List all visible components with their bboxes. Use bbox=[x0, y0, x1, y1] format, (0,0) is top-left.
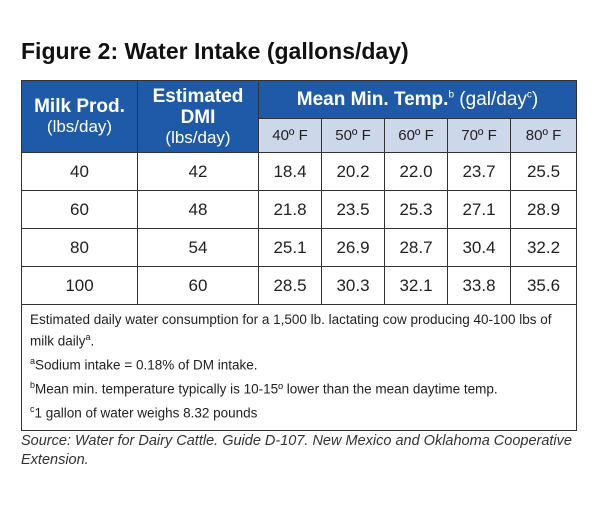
temp-header: 40º F bbox=[258, 118, 322, 153]
table-row: 40 42 18.4 20.2 22.0 23.7 25.5 bbox=[21, 152, 578, 191]
value-cell: 26.9 bbox=[321, 228, 385, 267]
dmi-cell: 54 bbox=[137, 228, 259, 267]
table-row: 100 60 28.5 30.3 32.1 33.8 35.6 bbox=[21, 266, 578, 305]
temp-header: 60º F bbox=[384, 118, 448, 153]
value-cell: 32.2 bbox=[509, 228, 578, 267]
value-cell: 30.3 bbox=[321, 266, 385, 305]
value-cell: 23.7 bbox=[447, 152, 511, 191]
dmi-cell: 48 bbox=[137, 190, 259, 229]
value-cell: 28.7 bbox=[384, 228, 448, 267]
dmi-header: Estimated DMI (lbs/day) bbox=[137, 80, 259, 153]
milk-cell: 60 bbox=[21, 190, 138, 229]
footnote-main: Estimated daily water consumption for a … bbox=[30, 312, 552, 348]
value-cell: 28.9 bbox=[509, 190, 578, 229]
milk-cell: 80 bbox=[21, 228, 138, 267]
dmi-cell: 42 bbox=[137, 152, 259, 191]
milk-cell: 100 bbox=[21, 266, 138, 305]
value-cell: 30.4 bbox=[447, 228, 511, 267]
milk-prod-header: Milk Prod. (lbs/day) bbox=[21, 80, 138, 153]
mean-temp-header: Mean Min. Temp.b (gal/dayc) bbox=[257, 80, 578, 119]
water-intake-table: Milk Prod. (lbs/day) Estimated DMI (lbs/… bbox=[20, 80, 578, 431]
value-cell: 25.5 bbox=[509, 152, 578, 191]
dmi-cell: 60 bbox=[137, 266, 259, 305]
value-cell: 18.4 bbox=[258, 152, 322, 191]
value-cell: 35.6 bbox=[509, 266, 578, 305]
temperature-header-row: 40º F 50º F 60º F 70º F 80º F bbox=[22, 118, 578, 153]
temp-header: 50º F bbox=[321, 118, 385, 153]
footnotes-row: Estimated daily water consumption for a … bbox=[20, 304, 578, 431]
value-cell: 22.0 bbox=[384, 152, 448, 191]
header-row: Milk Prod. (lbs/day) Estimated DMI (lbs/… bbox=[21, 80, 578, 153]
table-row: 80 54 25.1 26.9 28.7 30.4 32.2 bbox=[21, 228, 578, 267]
milk-cell: 40 bbox=[21, 152, 138, 191]
source-citation: Source: Water for Dairy Cattle. Guide D-… bbox=[21, 433, 572, 468]
value-cell: 21.8 bbox=[258, 190, 322, 229]
value-cell: 27.1 bbox=[447, 190, 511, 229]
temp-header: 70º F bbox=[447, 118, 511, 153]
value-cell: 23.5 bbox=[321, 190, 385, 229]
figure-title: Figure 2: Water Intake (gallons/day) bbox=[21, 38, 409, 64]
value-cell: 33.8 bbox=[447, 266, 511, 305]
footnote-c: c1 gallon of water weighs 8.32 pounds bbox=[30, 403, 258, 421]
footnote-a: aSodium intake = 0.18% of DM intake. bbox=[30, 355, 258, 373]
table-row: 60 48 21.8 23.5 25.3 27.1 28.9 bbox=[21, 190, 578, 229]
value-cell: 28.5 bbox=[258, 266, 322, 305]
value-cell: 25.1 bbox=[258, 228, 322, 267]
footnote-b: bMean min. temperature typically is 10-1… bbox=[30, 379, 498, 397]
value-cell: 32.1 bbox=[384, 266, 448, 305]
footnotes-cell: Estimated daily water consumption for a … bbox=[20, 304, 578, 431]
value-cell: 25.3 bbox=[384, 190, 448, 229]
value-cell: 20.2 bbox=[321, 152, 385, 191]
temp-header: 80º F bbox=[509, 118, 578, 153]
